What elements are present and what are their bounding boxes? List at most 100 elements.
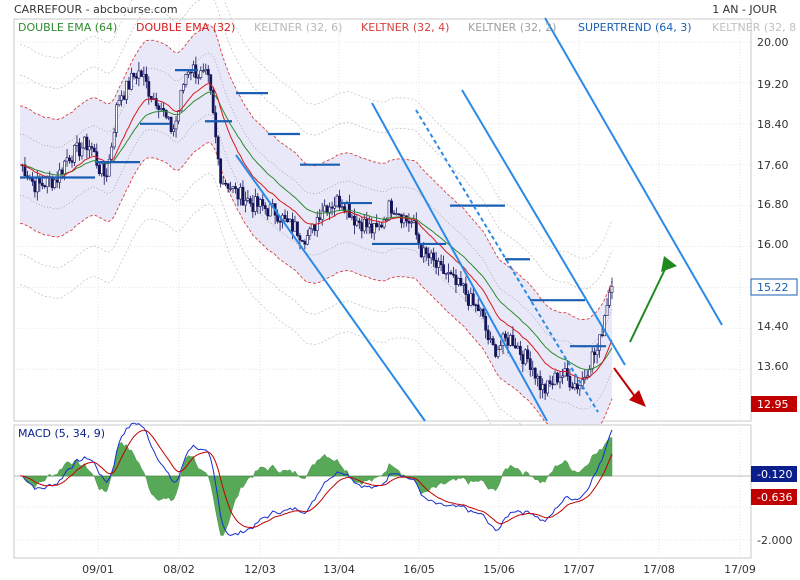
candle-body bbox=[90, 146, 94, 149]
candle-body bbox=[548, 380, 552, 385]
candle-body bbox=[516, 345, 520, 349]
candle-body bbox=[318, 217, 322, 220]
price-tick: 17.60 bbox=[757, 159, 789, 172]
candle-body bbox=[191, 64, 195, 73]
candle-body bbox=[518, 345, 522, 355]
candle-body bbox=[283, 214, 287, 219]
candle-body bbox=[452, 273, 455, 276]
trend-channel-line bbox=[371, 102, 548, 422]
low-price-value: 12.95 bbox=[757, 398, 789, 411]
candle-body bbox=[55, 179, 59, 183]
candle-body bbox=[135, 76, 138, 79]
candle-body bbox=[196, 77, 200, 79]
candle-body bbox=[137, 70, 141, 79]
candle-body bbox=[164, 109, 168, 118]
trend-channel-dashed bbox=[415, 109, 599, 413]
candle-body bbox=[551, 383, 554, 386]
candle-body bbox=[397, 213, 401, 216]
candle-body bbox=[531, 367, 535, 370]
candle-body bbox=[461, 283, 465, 286]
candle-body bbox=[392, 212, 396, 215]
candle-body bbox=[320, 210, 324, 220]
price-tick: 13.60 bbox=[757, 360, 789, 373]
trend-channel-line bbox=[461, 89, 626, 366]
macd-lines bbox=[20, 422, 613, 537]
dema-64-line bbox=[20, 91, 613, 371]
candle-body bbox=[239, 186, 242, 200]
candle-body bbox=[107, 158, 111, 177]
candle-body bbox=[83, 136, 86, 149]
candle-body bbox=[382, 219, 386, 228]
keltner-inner-lower bbox=[20, 113, 613, 410]
candlesticks bbox=[21, 56, 614, 400]
candle-body bbox=[372, 223, 376, 234]
ema-lines bbox=[20, 83, 613, 379]
candle-body bbox=[407, 220, 411, 224]
price-tick: 16.80 bbox=[757, 198, 789, 211]
date-tick: 17/09 bbox=[724, 563, 756, 576]
candle-body bbox=[506, 337, 510, 346]
candle-body bbox=[380, 224, 384, 228]
candle-body bbox=[479, 308, 483, 312]
candle-body bbox=[253, 196, 257, 212]
candle-body bbox=[214, 112, 218, 138]
candle-body bbox=[447, 272, 450, 274]
candle-body bbox=[454, 274, 458, 285]
candle-body bbox=[608, 291, 611, 306]
candle-body bbox=[298, 235, 302, 241]
candle-body bbox=[350, 215, 354, 218]
candle-body bbox=[432, 252, 436, 261]
candle-body bbox=[362, 219, 366, 232]
candle-body bbox=[390, 200, 393, 214]
candle-body bbox=[444, 273, 448, 275]
candle-body bbox=[538, 376, 542, 391]
candle-body bbox=[303, 241, 307, 245]
candle-body bbox=[85, 136, 89, 151]
candle-body bbox=[427, 253, 431, 259]
keltner-fill bbox=[20, 24, 612, 438]
candle-body bbox=[481, 308, 485, 317]
candle-body bbox=[172, 128, 175, 132]
candle-body bbox=[236, 188, 240, 200]
candle-body bbox=[147, 81, 151, 97]
candle-body bbox=[40, 182, 44, 186]
candle-body bbox=[352, 215, 356, 226]
candle-body bbox=[139, 70, 143, 77]
signal-value-badge bbox=[751, 489, 797, 505]
chart-period: 1 AN - JOUR bbox=[712, 3, 777, 16]
candle-body bbox=[179, 90, 183, 112]
candle-body bbox=[546, 380, 549, 394]
candle-body bbox=[73, 145, 76, 163]
candle-body bbox=[385, 219, 388, 221]
legend-keltner-32-8: KELTNER (32, 8 bbox=[712, 21, 796, 34]
candle-body bbox=[360, 222, 364, 232]
macd-line bbox=[20, 422, 613, 537]
down-arrow-head bbox=[629, 390, 646, 407]
candle-body bbox=[585, 375, 589, 378]
candle-body bbox=[355, 220, 359, 226]
candle-body bbox=[575, 383, 579, 390]
macd-histogram bbox=[20, 437, 613, 536]
candle-body bbox=[120, 95, 123, 101]
macd-value: -0.120 bbox=[757, 468, 792, 481]
candle-body bbox=[296, 221, 299, 236]
candle-body bbox=[563, 368, 567, 377]
price-panel bbox=[13, 0, 752, 499]
candle-body bbox=[424, 247, 428, 255]
up-arrow-head bbox=[661, 256, 677, 272]
candle-body bbox=[184, 74, 188, 85]
candle-body bbox=[256, 196, 260, 207]
candle-body bbox=[33, 181, 37, 193]
candle-body bbox=[105, 175, 109, 178]
price-tick: 20.00 bbox=[757, 36, 789, 49]
candle-body bbox=[182, 84, 185, 91]
macd-panel: MACD (5, 34, 9) -2.000 -0.120 -0.636 bbox=[13, 422, 797, 559]
candle-body bbox=[234, 186, 237, 189]
candle-body bbox=[112, 132, 116, 148]
candle-body bbox=[496, 349, 500, 357]
candle-body bbox=[127, 80, 131, 90]
candle-body bbox=[330, 206, 334, 209]
macd-panel-frame bbox=[13, 424, 752, 559]
candle-body bbox=[486, 329, 490, 341]
